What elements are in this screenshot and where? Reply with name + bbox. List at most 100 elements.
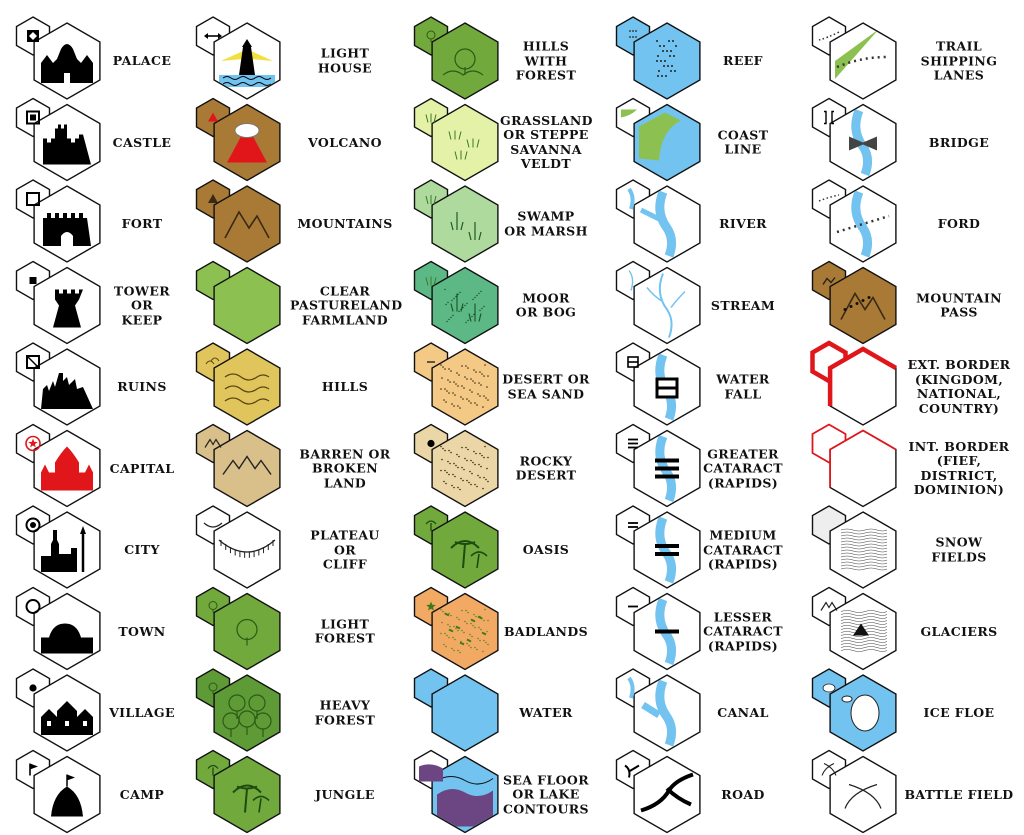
terrain-label: ROAD xyxy=(721,786,765,802)
terrain-label: INT. BORDER (FIEF, DISTRICT, DOMINION) xyxy=(908,438,1010,497)
palm-icon xyxy=(207,764,219,776)
mountain-pass-icon xyxy=(840,291,886,320)
desert-icon xyxy=(440,364,489,409)
grassland-icon xyxy=(448,130,480,160)
ice-floe-icon xyxy=(841,694,880,732)
terrain-hex xyxy=(829,511,897,589)
terrain-label: TOWER OR KEEP xyxy=(113,282,171,327)
hills-icon xyxy=(224,373,270,405)
bridge-icon xyxy=(849,108,877,177)
terrain-label: RUINS xyxy=(117,378,167,394)
legend-item xyxy=(615,16,701,100)
contours-icon xyxy=(436,776,494,827)
crossed-square-icon xyxy=(26,355,40,369)
terrain-hex xyxy=(431,674,499,752)
terrain-label: REEF xyxy=(723,52,763,68)
diamond-in-square-icon xyxy=(27,30,39,42)
terrain-hex xyxy=(213,511,281,589)
terrain-label: CAPITAL xyxy=(109,460,175,476)
legend-item xyxy=(195,97,281,182)
waterfall-icon xyxy=(655,353,679,421)
small-square-icon xyxy=(29,277,37,284)
legend-item xyxy=(811,505,897,589)
oasis-icon xyxy=(450,540,488,569)
tower-icon xyxy=(53,289,83,328)
legend-item xyxy=(615,97,701,182)
moor-icon xyxy=(444,288,485,324)
legend-item xyxy=(15,342,101,426)
terrain-label: BADLANDS xyxy=(503,623,589,639)
road-icon xyxy=(624,764,640,778)
legend-item xyxy=(15,749,101,834)
legend-item xyxy=(811,586,897,671)
fort-icon xyxy=(43,213,91,246)
legend-item xyxy=(413,179,499,263)
legend-item xyxy=(195,342,281,426)
trees-icon xyxy=(208,682,218,694)
red-triangle-icon xyxy=(208,112,218,122)
square-in-square-icon xyxy=(26,110,40,125)
terrain-label: VOLCANO xyxy=(308,134,382,150)
swamp-icon xyxy=(450,212,482,241)
box-bar-icon xyxy=(627,356,639,368)
peaks-icon xyxy=(204,438,222,448)
terrain-hex xyxy=(431,429,499,508)
terrain-label: GRASSLAND OR STEPPE SAVANNA VELDT xyxy=(500,112,593,171)
legend-item xyxy=(195,423,281,508)
terrain-label: SEA FLOOR OR LAKE CONTOURS xyxy=(502,771,590,816)
terrain-label: MOOR OR BOG xyxy=(515,290,577,320)
terrain-hex xyxy=(213,592,281,671)
pass-icon xyxy=(822,277,836,285)
terrain-hex xyxy=(431,103,499,182)
legend-item xyxy=(195,260,281,345)
terrain-label: SWAMP OR MARSH xyxy=(504,208,588,238)
medium-cataract-icon xyxy=(655,516,679,584)
terrain-label: BATTLE FIELD xyxy=(904,786,1014,802)
terrain-label: FORT xyxy=(121,215,163,231)
battlefield-icon xyxy=(844,783,882,809)
terrain-label: BRIDGE xyxy=(928,134,990,150)
terrain-label: FORD xyxy=(937,215,981,231)
swords-icon xyxy=(821,763,837,776)
stream-icon xyxy=(628,270,634,291)
trail-icon xyxy=(835,29,888,79)
floes-icon xyxy=(822,683,836,693)
legend-item xyxy=(811,749,897,834)
terrain-hex xyxy=(431,185,499,263)
terrain-hex xyxy=(431,348,499,426)
legend-item xyxy=(195,16,281,100)
ruins-icon xyxy=(41,373,93,409)
terrain-label: LIGHT FOREST xyxy=(314,616,376,646)
terrain-label: GREATER CATARACT (RAPIDS) xyxy=(703,445,783,490)
canal-icon xyxy=(627,676,635,699)
legend-item xyxy=(811,668,897,752)
terrain-label: EXT. BORDER (KINGDOM, NATIONAL, COUNTRY) xyxy=(907,357,1011,416)
terrain-label: TRAIL SHIPPING LANES xyxy=(920,38,998,83)
greater-cataract-icon xyxy=(655,434,679,503)
legend-item xyxy=(15,505,101,589)
border-line xyxy=(829,429,897,488)
capital-icon xyxy=(41,446,93,491)
legend-item xyxy=(195,749,281,834)
terrain-hex xyxy=(213,429,281,508)
reeds-icon xyxy=(425,276,437,286)
terrain-label: STREAM xyxy=(710,297,776,313)
legend-item xyxy=(195,505,281,589)
dot-icon xyxy=(29,684,37,692)
coast-icon xyxy=(621,109,637,118)
legend-item xyxy=(15,179,101,263)
town-icon xyxy=(41,623,93,654)
border-line xyxy=(827,346,898,406)
terrain-label: LESSER CATARACT (RAPIDS) xyxy=(703,608,783,653)
rocky-desert-icon xyxy=(440,445,489,491)
canal-icon xyxy=(641,679,677,747)
double-arrow-icon xyxy=(204,33,222,39)
three-bars-icon xyxy=(628,438,638,449)
terrain-label: CASTLE xyxy=(112,134,172,150)
river-icon xyxy=(639,190,677,258)
legend-item xyxy=(615,749,701,834)
dot-in-circle-icon xyxy=(25,517,41,533)
terrain-hex xyxy=(633,22,701,100)
terrain-label: HILLS xyxy=(321,378,369,394)
